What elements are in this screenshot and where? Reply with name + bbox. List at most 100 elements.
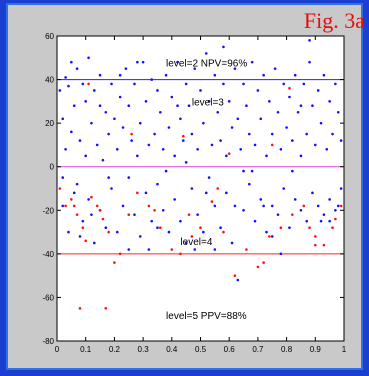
data-point-blue bbox=[93, 89, 96, 92]
data-point-blue bbox=[179, 219, 182, 223]
data-point-blue bbox=[184, 241, 188, 245]
annotation-1: level=3 bbox=[192, 98, 224, 109]
data-point-blue bbox=[299, 104, 303, 108]
data-point-red bbox=[107, 230, 110, 234]
data-point-blue bbox=[270, 204, 274, 208]
data-point-red bbox=[118, 252, 122, 256]
data-point-red bbox=[288, 86, 291, 90]
data-point-blue bbox=[276, 110, 280, 114]
data-point-blue bbox=[124, 67, 128, 70]
data-point-blue bbox=[136, 154, 139, 158]
data-point-blue bbox=[279, 147, 283, 151]
data-point-blue bbox=[334, 82, 337, 86]
data-point-blue bbox=[58, 89, 62, 92]
data-point-red bbox=[113, 261, 116, 264]
data-point-blue bbox=[81, 219, 85, 223]
data-point-blue bbox=[61, 204, 65, 208]
data-point-blue bbox=[70, 60, 73, 64]
data-point-blue bbox=[288, 95, 291, 99]
x-tick-label: 0 bbox=[55, 345, 60, 354]
data-point-red bbox=[334, 217, 337, 221]
annotation-3: level=5 PPV=88% bbox=[166, 311, 247, 322]
data-point-blue bbox=[64, 147, 67, 151]
data-point-blue bbox=[336, 204, 340, 208]
data-point-blue bbox=[107, 176, 110, 179]
y-tick-label: 20 bbox=[45, 119, 54, 128]
data-point-red bbox=[308, 226, 311, 230]
data-point-blue bbox=[245, 104, 248, 108]
data-point-blue bbox=[308, 39, 311, 42]
data-point-blue bbox=[233, 204, 237, 208]
data-point-blue bbox=[250, 60, 254, 64]
data-point-blue bbox=[276, 213, 280, 216]
data-point-blue bbox=[202, 121, 205, 125]
data-point-blue bbox=[156, 89, 159, 92]
data-point-blue bbox=[187, 104, 191, 108]
data-point-red bbox=[270, 143, 274, 147]
data-point-blue bbox=[270, 132, 274, 136]
data-point-blue bbox=[308, 60, 311, 64]
data-point-blue bbox=[242, 82, 245, 86]
data-point-blue bbox=[225, 154, 228, 158]
data-point-blue bbox=[259, 117, 263, 121]
data-point-blue bbox=[78, 235, 82, 238]
data-point-blue bbox=[202, 230, 205, 234]
data-point-blue bbox=[204, 52, 208, 55]
data-point-blue bbox=[331, 132, 334, 136]
data-point-blue bbox=[293, 73, 297, 77]
data-point-blue bbox=[93, 241, 96, 245]
data-point-red bbox=[222, 230, 225, 234]
data-point-blue bbox=[322, 213, 326, 216]
data-point-blue bbox=[70, 130, 73, 134]
data-point-blue bbox=[98, 73, 102, 77]
data-point-blue bbox=[130, 139, 133, 142]
data-point-blue bbox=[190, 132, 194, 136]
data-point-red bbox=[210, 200, 214, 203]
data-point-blue bbox=[253, 219, 257, 223]
data-point-blue bbox=[181, 139, 185, 142]
data-point-blue bbox=[87, 56, 90, 60]
data-point-red bbox=[170, 248, 174, 251]
data-point-blue bbox=[219, 226, 222, 230]
data-point-red bbox=[64, 204, 67, 208]
data-point-blue bbox=[138, 235, 142, 238]
data-point-blue bbox=[173, 154, 176, 158]
data-point-blue bbox=[184, 161, 188, 164]
data-point-blue bbox=[136, 60, 139, 64]
data-point-blue bbox=[270, 235, 274, 238]
y-tick-label: -40 bbox=[42, 250, 54, 259]
data-point-red bbox=[130, 132, 133, 136]
data-point-red bbox=[216, 187, 220, 190]
data-point-blue bbox=[179, 117, 182, 121]
data-point-blue bbox=[291, 169, 294, 173]
data-point-blue bbox=[302, 82, 306, 86]
data-point-blue bbox=[210, 143, 214, 147]
data-point-blue bbox=[282, 82, 286, 86]
y-tick-label: -60 bbox=[42, 293, 54, 302]
data-point-blue bbox=[164, 73, 168, 77]
data-point-red bbox=[98, 208, 102, 212]
data-point-blue bbox=[322, 73, 326, 77]
y-tick-label: 60 bbox=[45, 32, 54, 41]
data-point-blue bbox=[222, 82, 225, 86]
data-point-red bbox=[245, 248, 248, 251]
data-point-red bbox=[90, 195, 93, 199]
data-point-blue bbox=[339, 187, 343, 190]
data-point-blue bbox=[262, 73, 265, 77]
x-tick-label: 0.3 bbox=[138, 345, 150, 354]
data-point-blue bbox=[319, 219, 323, 223]
data-point-blue bbox=[225, 191, 228, 195]
x-tick-label: 0.7 bbox=[252, 345, 264, 354]
data-point-blue bbox=[213, 248, 217, 251]
data-point-blue bbox=[334, 208, 337, 212]
data-point-red bbox=[331, 226, 334, 230]
data-point-blue bbox=[90, 121, 93, 125]
data-point-blue bbox=[101, 158, 105, 162]
data-point-red bbox=[127, 213, 131, 216]
data-point-red bbox=[322, 243, 326, 247]
data-point-blue bbox=[239, 147, 242, 151]
data-point-blue bbox=[144, 100, 148, 103]
data-point-blue bbox=[156, 182, 159, 186]
data-point-blue bbox=[98, 104, 102, 108]
